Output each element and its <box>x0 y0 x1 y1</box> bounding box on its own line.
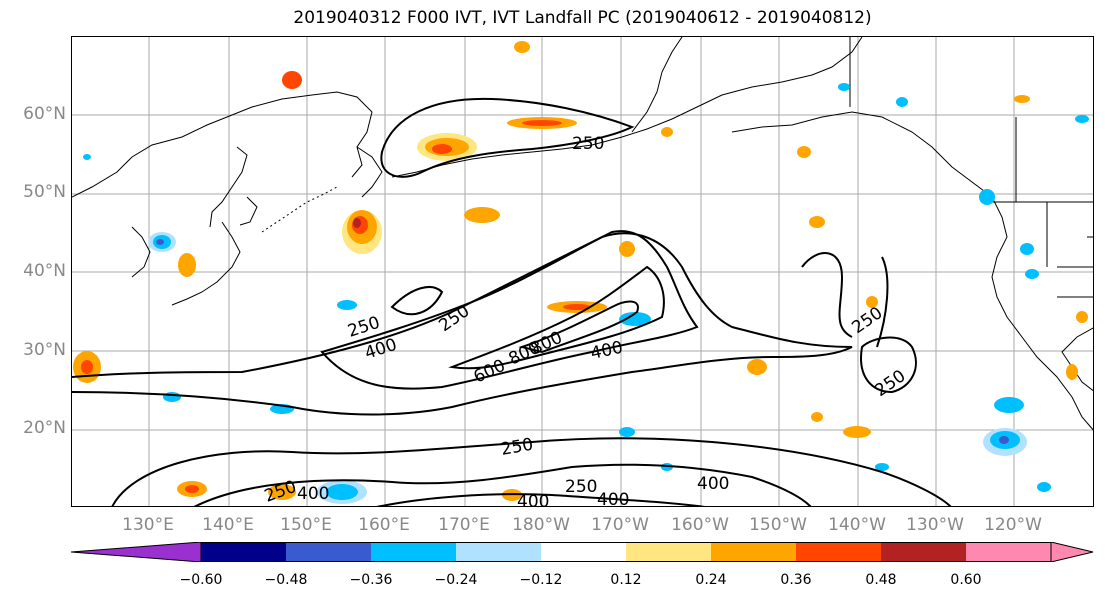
lat-label-20n: 20°N <box>23 418 66 438</box>
contour-label-250-north: 250 <box>572 134 604 154</box>
lon-label-160w: 160°W <box>671 515 729 535</box>
lon-label-160e: 160°E <box>358 515 410 535</box>
colorbar-bin-4 <box>456 542 541 562</box>
contour-label-250-b: 250 <box>435 301 473 336</box>
contour-label-600: 600 <box>471 356 509 388</box>
map-panel: 250 250 250 400 400 600 800 800 250 250 … <box>71 36 1094 507</box>
political-borders <box>849 37 1093 298</box>
lon-label-150w: 150°W <box>749 515 807 535</box>
colorbar-tick-5: −0.12 <box>519 572 563 588</box>
colorbar-bin-3 <box>371 542 456 562</box>
contour-label-400-s4: 400 <box>697 474 729 494</box>
colorbar-tick-7: 0.24 <box>695 572 727 588</box>
lon-label-170e: 170°E <box>438 515 490 535</box>
lon-label-140w: 140°W <box>828 515 886 535</box>
colorbar-bin-10 <box>966 542 1051 562</box>
coastlines <box>72 37 1093 431</box>
colorbar-tick-8: 0.36 <box>780 572 812 588</box>
colorbar-tick-2: −0.48 <box>264 572 308 588</box>
contour-label-250-east2: 250 <box>871 366 909 401</box>
lon-label-180w: 180°W <box>512 515 570 535</box>
contour-label-250-s2: 250 <box>262 477 299 507</box>
colorbar-tick-10: 0.60 <box>950 572 982 588</box>
colorbar-tick-6: 0.12 <box>610 572 642 588</box>
lat-label-30n: 30°N <box>23 340 66 360</box>
colorbar <box>70 541 1094 563</box>
plot-title: 2019040312 F000 IVT, IVT Landfall PC (20… <box>293 8 872 28</box>
colorbar-bin-2 <box>286 542 371 562</box>
colorbar-bin-1 <box>201 542 286 562</box>
colorbar-extend-max <box>1050 541 1094 563</box>
lat-label-50n: 50°N <box>23 182 66 202</box>
colorbar-bin-8 <box>796 542 881 562</box>
lat-label-60n: 60°N <box>23 104 66 124</box>
positive-anomaly-fills <box>73 41 1088 501</box>
colorbar-tick-1: −0.60 <box>179 572 223 588</box>
map-canvas: 250 250 250 400 400 600 800 800 250 250 … <box>72 37 1093 507</box>
contour-label-250-a: 250 <box>345 313 382 342</box>
lon-label-130e: 130°E <box>122 515 174 535</box>
contour-label-250-south: 250 <box>499 435 534 460</box>
lat-label-40n: 40°N <box>23 261 66 281</box>
colorbar-tick-3: −0.36 <box>349 572 393 588</box>
ivt-contours <box>72 97 952 506</box>
colorbar-extend-min <box>70 541 202 563</box>
contour-label-250-s3: 250 <box>565 477 597 497</box>
lon-label-130w: 130°W <box>906 515 964 535</box>
contour-label-400-s2: 400 <box>517 492 549 507</box>
colorbar-bin-5 <box>541 542 626 562</box>
graticule <box>72 37 1093 506</box>
lon-label-120w: 120°W <box>984 515 1042 535</box>
contour-label-400-s1: 400 <box>297 484 329 504</box>
colorbar-bin-7 <box>711 542 796 562</box>
lon-label-140e: 140°E <box>202 515 254 535</box>
colorbar-tick-9: 0.48 <box>865 572 897 588</box>
colorbar-bin-6 <box>626 542 711 562</box>
contour-label-400-s3: 400 <box>597 490 629 507</box>
lon-label-150e: 150°E <box>280 515 332 535</box>
lon-label-170w: 170°W <box>591 515 649 535</box>
colorbar-bin-9 <box>881 542 966 562</box>
colorbar-tick-4: −0.24 <box>434 572 478 588</box>
negative-anomaly-fills <box>83 83 1089 504</box>
